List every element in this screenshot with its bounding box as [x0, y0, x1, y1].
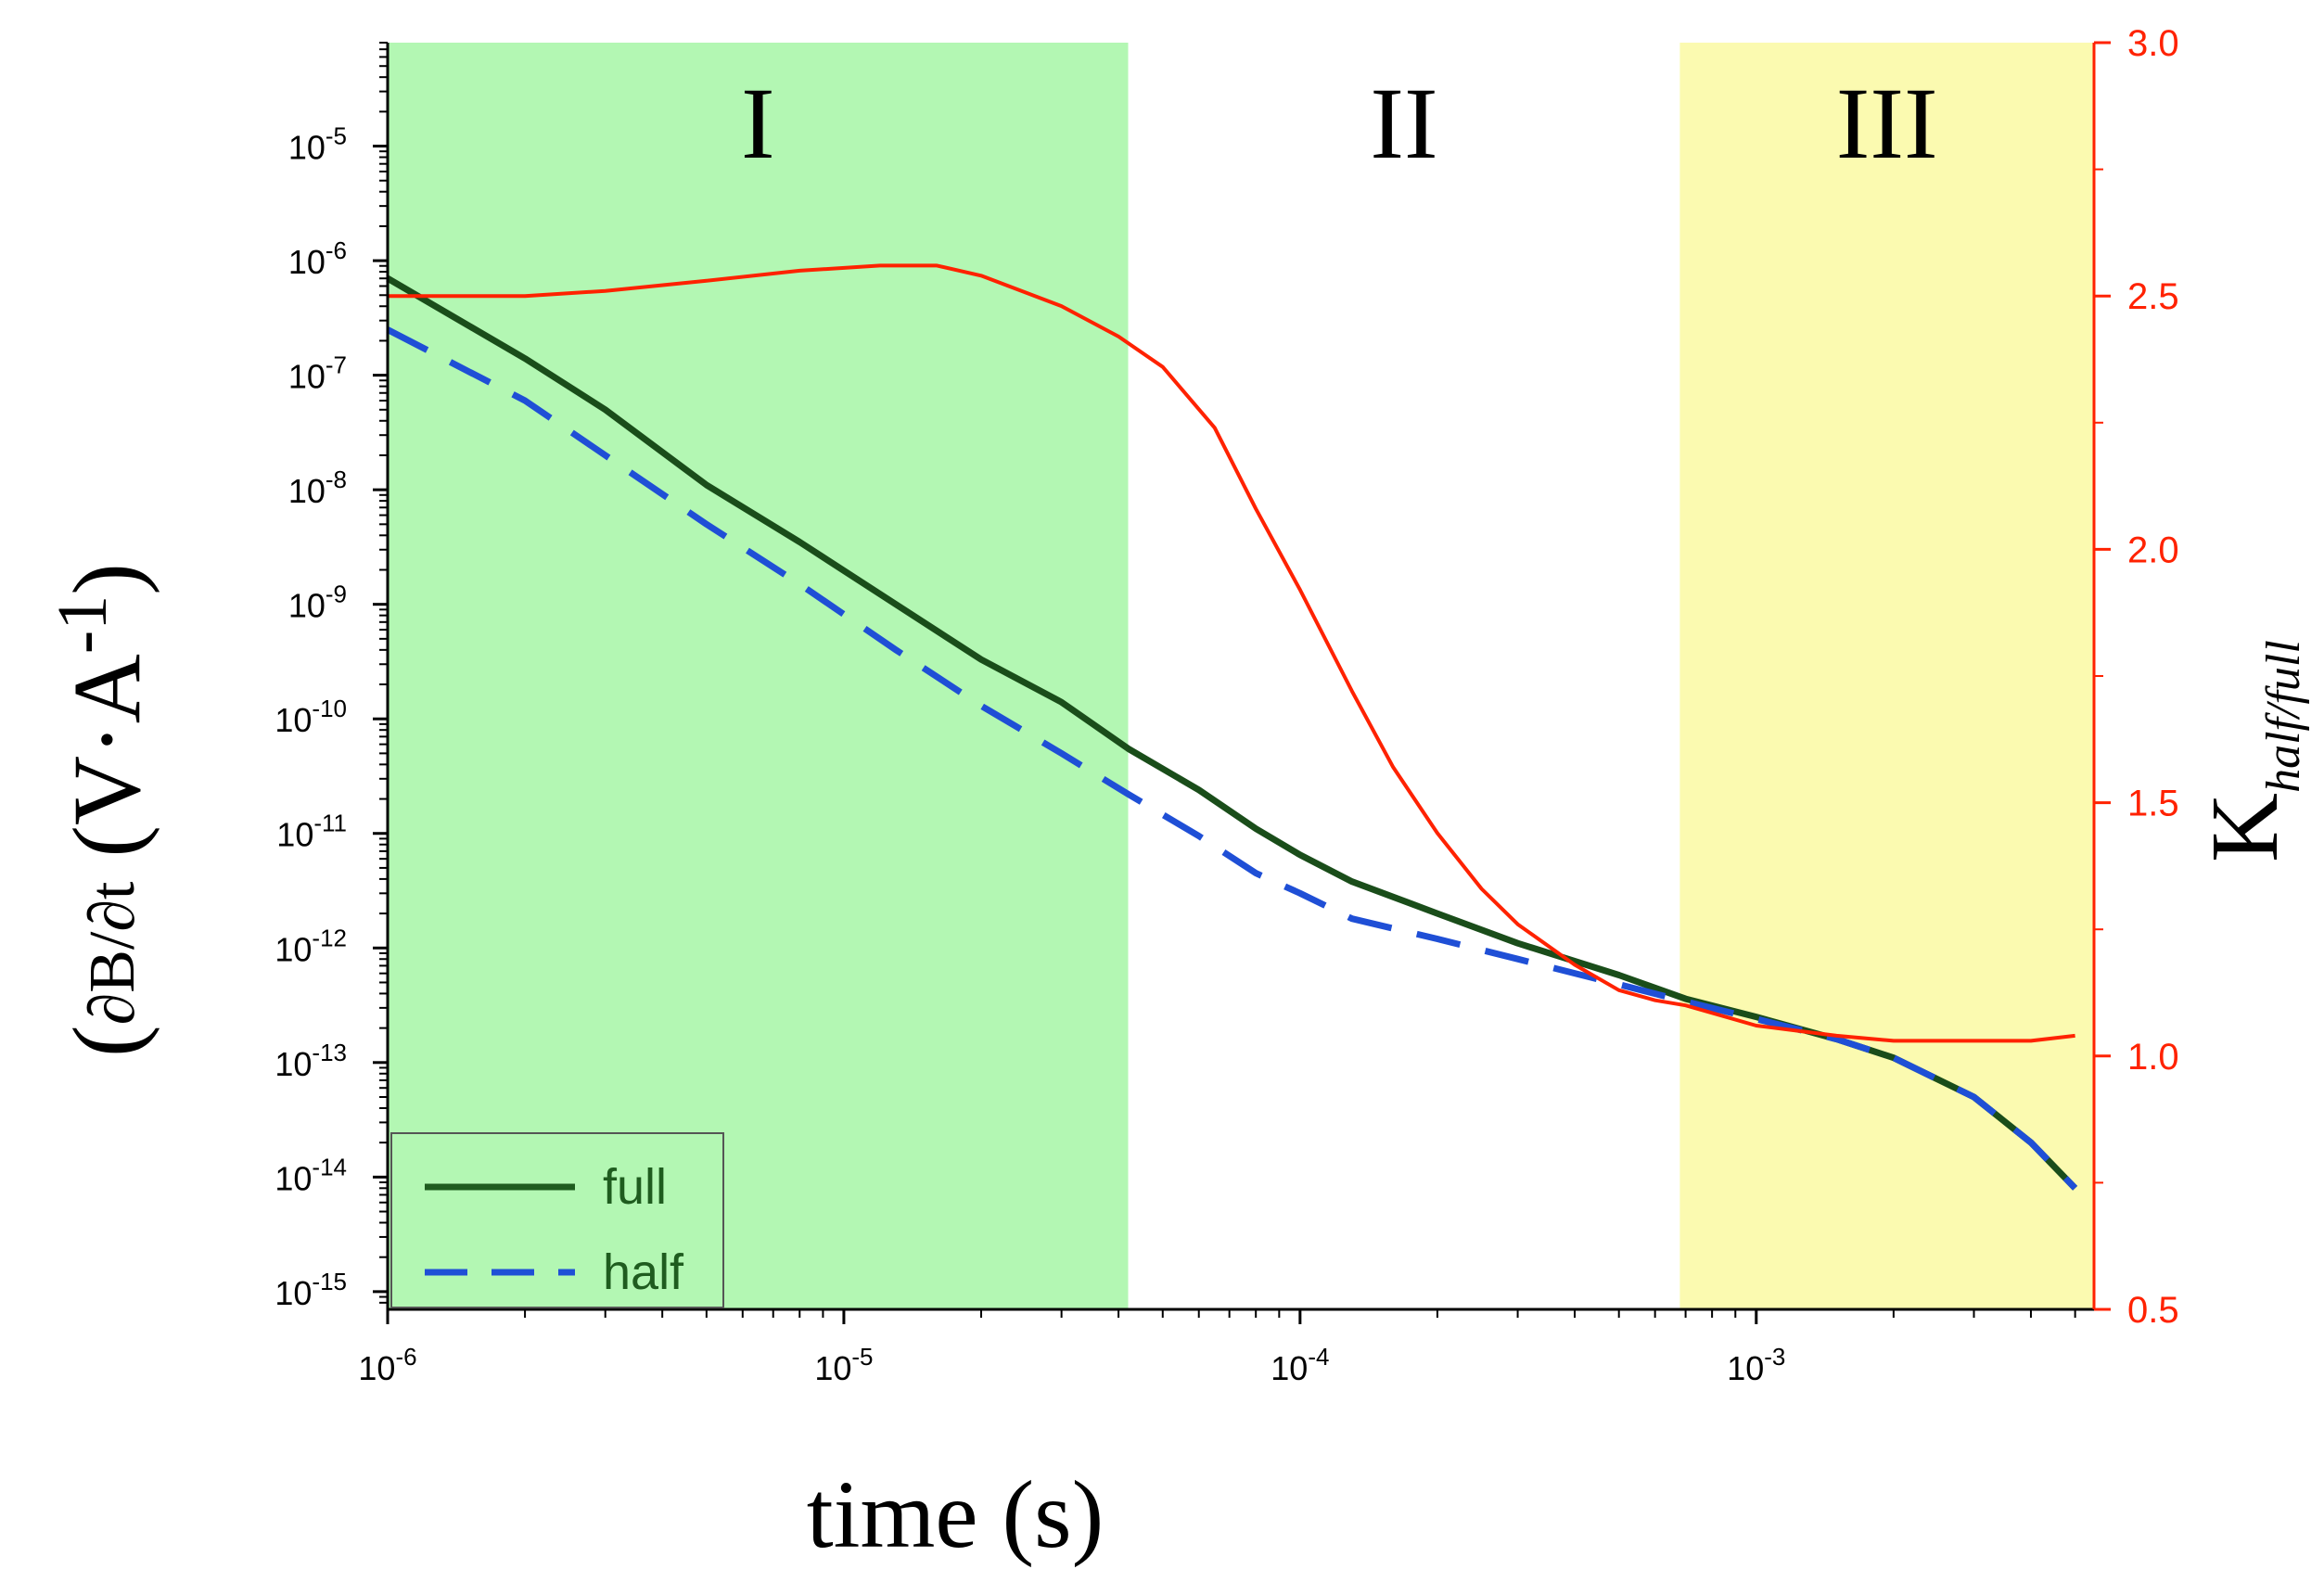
legend-label-half: half — [603, 1244, 684, 1300]
y-right-tick-label-0: 0.5 — [2127, 1290, 2179, 1331]
y-right-tick-label-3: 2.0 — [2127, 529, 2179, 570]
region-backgrounds — [388, 43, 2094, 1309]
y-left-tick-label-10: 10-15 — [275, 1268, 347, 1312]
y-right-tick-label-2: 1.5 — [2127, 784, 2179, 824]
y-left-title-space — [54, 858, 160, 882]
region-2-background — [1128, 43, 1680, 1309]
x-tick-label-1: 10-5 — [814, 1343, 873, 1387]
y-left-title-open-paren: ( — [54, 1025, 160, 1057]
y-left-axis-title: (∂B/∂t (V·A-1) — [44, 563, 160, 1057]
y-left-tick-label-1: 10-6 — [288, 236, 347, 281]
y-left-title-close-paren: ) — [54, 563, 160, 595]
y-left-title-units-exp: -1 — [44, 595, 121, 654]
y-left-tick-label-6: 10-11 — [276, 810, 347, 854]
y-left-tick-label-8: 10-13 — [275, 1039, 347, 1083]
y-left-tick-label-7: 10-12 — [275, 924, 347, 968]
y-left-tick-label-2: 10-7 — [288, 351, 347, 396]
y-right-tick-label-5: 3.0 — [2127, 23, 2179, 64]
y-right-tick-label-1: 1.0 — [2127, 1037, 2179, 1078]
region-labels: I II III — [741, 67, 1938, 180]
y-left-tick-label-0: 10-5 — [288, 122, 347, 167]
series-group — [386, 263, 2078, 1191]
series-K-line — [388, 263, 2075, 1043]
y-right-title-subscript: half/full — [2257, 640, 2310, 793]
x-axis-title: time (s) — [807, 1461, 1105, 1568]
legend: full half — [390, 1132, 724, 1308]
y-left-tick-label-5: 10-10 — [275, 695, 347, 739]
x-tick-label-0: 10-6 — [358, 1343, 416, 1387]
legend-box — [390, 1132, 724, 1308]
svg-text:Khalf/full: Khalf/full — [2191, 640, 2310, 862]
y-right-tick-label-4: 2.5 — [2127, 276, 2179, 317]
x-tick-label-2: 10-4 — [1271, 1343, 1329, 1387]
region-3-background — [1679, 43, 2094, 1309]
x-tick-label-3: 10-3 — [1727, 1343, 1785, 1387]
y-left-tick-label-9: 10-14 — [275, 1153, 347, 1197]
y-left-tick-label-3: 10-8 — [288, 466, 347, 510]
region-2-label: II — [1370, 67, 1437, 180]
legend-label-full: full — [603, 1159, 667, 1215]
region-1-label: I — [741, 67, 775, 180]
series-half-line — [386, 326, 2078, 1191]
region-1-background — [388, 43, 1129, 1309]
svg-text:(∂B/∂t (V·A-1): (∂B/∂t (V·A-1) — [44, 563, 160, 1057]
y-right-title-main: K — [2191, 793, 2298, 862]
y-left-tick-label-4: 10-9 — [288, 580, 347, 625]
y-right-axis-title: Khalf/full — [2191, 640, 2310, 862]
y-left-title-main: ∂B/∂t — [77, 881, 148, 1025]
axes: 10-6 10-5 10-4 10-3 10-5 10-6 10-7 10-8 10-9 10-1… — [275, 23, 2178, 1387]
y-left-title-units: (V·A — [54, 654, 160, 857]
region-3-label: III — [1836, 67, 1938, 180]
